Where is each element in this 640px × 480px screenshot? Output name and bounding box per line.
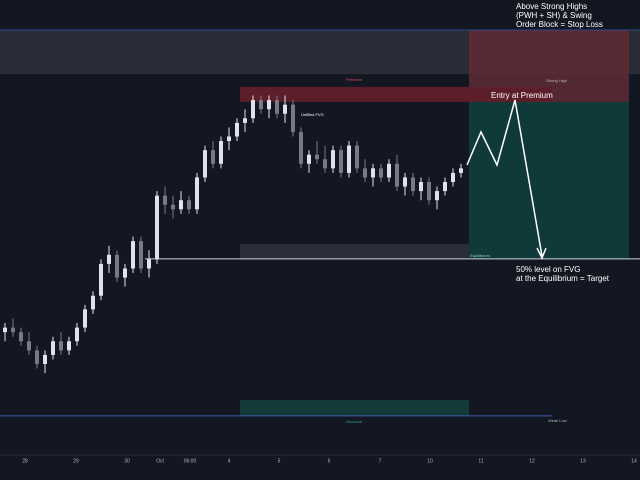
candle-body — [371, 168, 375, 178]
candle-body — [363, 168, 367, 178]
candle-body — [451, 172, 455, 182]
arrow-head — [536, 247, 547, 260]
x-tick-label: 12 — [529, 458, 535, 464]
x-tick-label: Oct — [156, 458, 164, 464]
candle-body — [395, 163, 399, 187]
zone — [240, 86, 552, 102]
candle-body — [219, 141, 223, 164]
candle-body — [163, 195, 167, 205]
candle-body — [171, 204, 175, 210]
stop-note: Order Block = Stop Loss — [516, 20, 603, 29]
x-tick-label: 4 — [228, 458, 231, 464]
x-axis — [0, 455, 640, 480]
target-zone — [469, 101, 629, 259]
x-tick-label: 6 — [328, 458, 331, 464]
candle-body — [307, 154, 311, 164]
candle-body — [155, 195, 159, 260]
candle-body — [251, 100, 255, 119]
candle-body — [267, 100, 271, 110]
candle-body — [203, 150, 207, 178]
candle-body — [403, 177, 407, 187]
x-tick-label: 06:00 — [184, 458, 197, 464]
candle-body — [139, 241, 143, 269]
zone — [240, 243, 469, 259]
x-tick-label: 28 — [22, 458, 28, 464]
candle-body — [67, 341, 71, 351]
candle-body — [51, 341, 55, 355]
candle-body — [331, 150, 335, 169]
candle-body — [291, 104, 295, 132]
candle-body — [91, 295, 95, 310]
candle-body — [315, 154, 319, 160]
candle-body — [443, 182, 447, 192]
x-tick-label: 14 — [631, 458, 637, 464]
candle-body — [59, 341, 63, 351]
candle-body — [27, 341, 31, 351]
zone-label: Premium — [346, 77, 363, 82]
candle-body — [379, 168, 383, 178]
candle-body — [123, 268, 127, 278]
candle-body — [355, 145, 359, 169]
x-tick-label: 13 — [580, 458, 586, 464]
candle-body — [19, 332, 23, 342]
candle-body — [435, 191, 439, 201]
fvg-label: Unfilled FVG — [301, 112, 324, 117]
candle-body — [243, 118, 247, 123]
target-note: at the Equilibrium = Target — [516, 274, 610, 283]
zone — [240, 399, 469, 416]
candle-body — [283, 104, 287, 114]
candle-body — [227, 136, 231, 142]
candle-body — [339, 150, 343, 173]
candle-body — [115, 254, 119, 278]
candle-body — [299, 131, 303, 164]
x-tick-label: 29 — [73, 458, 79, 464]
candle-body — [259, 100, 263, 110]
candle-body — [323, 159, 327, 169]
stop-note: Above Strong Highs — [516, 2, 587, 11]
zone-label: Equilibrium — [470, 253, 490, 258]
candle-body — [179, 200, 183, 210]
strong-high-label: Strong High — [546, 78, 567, 83]
candle-body — [11, 327, 15, 333]
x-tick-label: 5 — [278, 458, 281, 464]
zone-label: Discount — [346, 419, 362, 424]
target-note: 50% level on FVG — [516, 265, 580, 274]
candle-body — [99, 263, 103, 296]
candle-body — [347, 145, 351, 173]
x-tick-label: 10 — [427, 458, 433, 464]
x-tick-label: 30 — [124, 458, 130, 464]
candle-body — [419, 182, 423, 192]
candle-body — [459, 168, 463, 173]
candle-body — [147, 259, 151, 269]
candle-body — [3, 327, 7, 333]
candle-body — [275, 100, 279, 114]
candle-body — [195, 177, 199, 210]
weak-low-label: Weak Low — [548, 418, 567, 423]
x-tick-label: 11 — [478, 458, 483, 464]
stop-note: (PWH + SH) & Swing — [516, 11, 592, 20]
candle-body — [411, 177, 415, 192]
candle-body — [211, 150, 215, 164]
candle-body — [35, 350, 39, 364]
entry-note: Entry at Premium — [491, 91, 553, 100]
candle-body — [43, 354, 47, 364]
candle-body — [187, 200, 191, 210]
candle-body — [235, 122, 239, 137]
candle-body — [387, 163, 391, 178]
candle-body — [83, 309, 87, 328]
trade-path — [466, 99, 543, 257]
candle-body — [427, 182, 431, 201]
candle-body — [131, 241, 135, 269]
candle-body — [75, 327, 79, 342]
candle-body — [107, 254, 111, 264]
x-tick-label: 7 — [379, 458, 382, 464]
